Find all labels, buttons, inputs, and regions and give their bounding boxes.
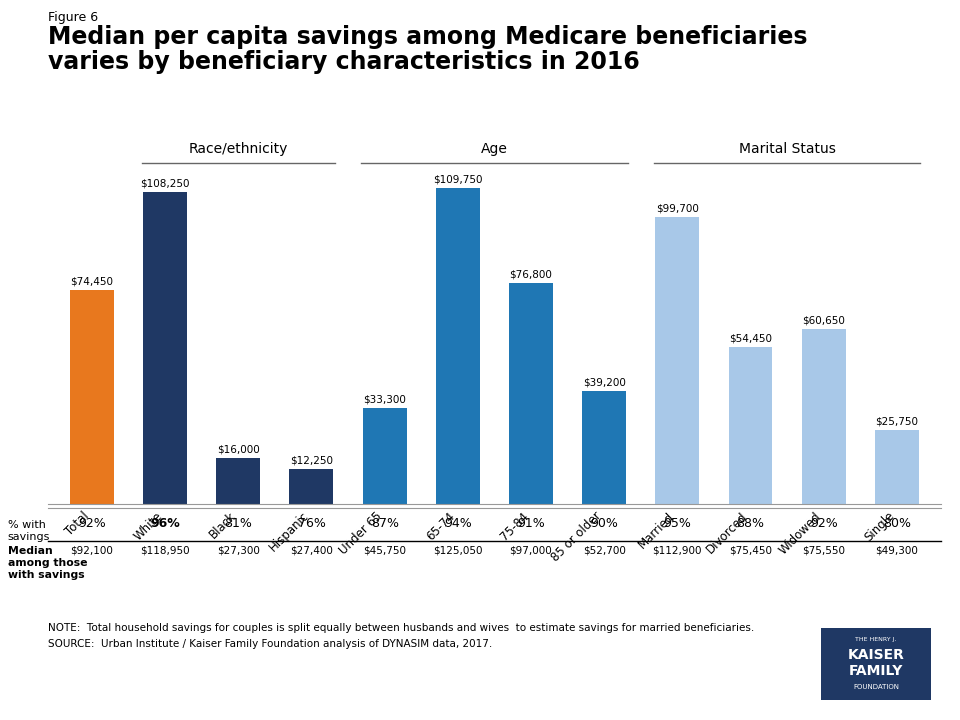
Text: $52,700: $52,700 [583, 546, 626, 556]
Text: $75,450: $75,450 [729, 546, 772, 556]
Text: KAISER: KAISER [848, 648, 904, 662]
Text: 80%: 80% [883, 517, 911, 530]
Bar [656, 217, 699, 504]
Text: $27,400: $27,400 [290, 546, 333, 556]
Bar [290, 469, 333, 504]
Text: $60,650: $60,650 [803, 316, 845, 326]
Text: 94%: 94% [444, 517, 471, 530]
Text: $39,200: $39,200 [583, 378, 626, 387]
Text: 76%: 76% [298, 517, 325, 530]
Text: Median per capita savings among Medicare beneficiaries: Median per capita savings among Medicare… [48, 25, 807, 49]
Bar [143, 192, 187, 504]
Text: $33,300: $33,300 [363, 395, 406, 405]
Text: $118,950: $118,950 [140, 546, 190, 556]
Text: % with
savings: % with savings [8, 520, 50, 542]
Text: $49,300: $49,300 [876, 546, 919, 556]
Text: $109,750: $109,750 [433, 174, 483, 184]
Text: $97,000: $97,000 [510, 546, 552, 556]
Bar [70, 289, 114, 504]
Text: $16,000: $16,000 [217, 444, 259, 454]
Text: 87%: 87% [371, 517, 398, 530]
Text: THE HENRY J.: THE HENRY J. [855, 637, 897, 642]
Text: 91%: 91% [517, 517, 545, 530]
Bar [582, 391, 626, 504]
Text: NOTE:  Total household savings for couples is split equally between husbands and: NOTE: Total household savings for couple… [48, 623, 755, 633]
Bar [363, 408, 407, 504]
Text: Age: Age [481, 142, 508, 156]
Bar [875, 430, 919, 504]
Text: $76,800: $76,800 [510, 269, 552, 279]
Text: $112,900: $112,900 [653, 546, 702, 556]
Text: 95%: 95% [663, 517, 691, 530]
Text: 92%: 92% [78, 517, 106, 530]
Text: Figure 6: Figure 6 [48, 11, 98, 24]
Text: Marital Status: Marital Status [738, 142, 835, 156]
Text: 96%: 96% [150, 517, 180, 530]
Text: $54,450: $54,450 [729, 334, 772, 343]
Bar [802, 329, 846, 504]
Text: $125,050: $125,050 [433, 546, 483, 556]
Text: $108,250: $108,250 [140, 179, 190, 189]
Text: $74,450: $74,450 [70, 276, 113, 286]
Bar [216, 458, 260, 504]
Bar [729, 347, 773, 504]
Text: Median
among those
with savings: Median among those with savings [8, 546, 87, 580]
Text: $12,250: $12,250 [290, 455, 333, 465]
Text: 92%: 92% [810, 517, 837, 530]
Text: FAMILY: FAMILY [849, 664, 903, 678]
Text: $27,300: $27,300 [217, 546, 260, 556]
Text: $45,750: $45,750 [363, 546, 406, 556]
Text: SOURCE:  Urban Institute / Kaiser Family Foundation analysis of DYNASIM data, 20: SOURCE: Urban Institute / Kaiser Family … [48, 639, 492, 649]
Text: $75,550: $75,550 [803, 546, 845, 556]
Text: Race/ethnicity: Race/ethnicity [188, 142, 288, 156]
Text: FOUNDATION: FOUNDATION [853, 684, 899, 690]
Text: $99,700: $99,700 [656, 204, 699, 213]
Text: 90%: 90% [590, 517, 618, 530]
Text: 88%: 88% [736, 517, 764, 530]
Bar [509, 283, 553, 504]
Text: $92,100: $92,100 [70, 546, 113, 556]
Text: 81%: 81% [225, 517, 252, 530]
Text: $25,750: $25,750 [876, 416, 919, 426]
Text: varies by beneficiary characteristics in 2016: varies by beneficiary characteristics in… [48, 50, 639, 74]
Bar [436, 188, 480, 504]
